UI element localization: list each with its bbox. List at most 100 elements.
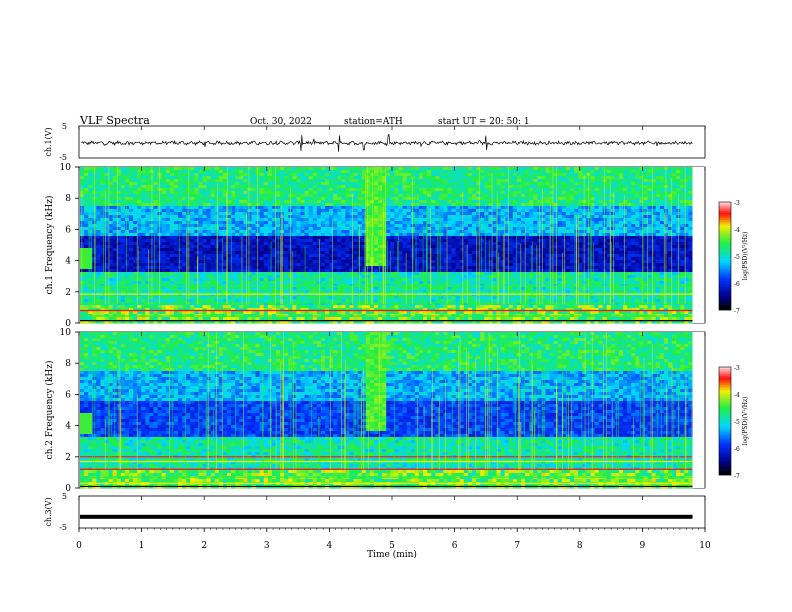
colorbar-swatch: [719, 457, 731, 460]
colorbar-swatch: [719, 288, 731, 291]
colorbar-swatch: [719, 449, 731, 452]
colorbar-swatch: [719, 415, 731, 418]
freq-tick-label: 0: [65, 319, 71, 329]
freq-tick-label: 6: [65, 390, 71, 400]
ch1-ytick-top: 5: [62, 122, 67, 131]
colorbar-swatch: [719, 451, 731, 454]
colorbar-swatch: [719, 424, 731, 427]
ch3-trace: [80, 514, 693, 519]
time-tick-label: 8: [577, 541, 583, 551]
colorbar-swatch: [719, 460, 731, 463]
ch1-spectrogram-panel: 0 2 4 6 8 10 ch.1 Frequency (kHz): [44, 163, 706, 329]
colorbar-swatch: [719, 422, 731, 425]
colorbar-frame: [718, 366, 732, 476]
colorbar-swatch: [719, 266, 731, 269]
colorbar-tick-label: -5: [734, 419, 740, 426]
colorbar-swatch: [719, 394, 731, 397]
colorbar-frame: [718, 201, 732, 311]
colorbar-swatch: [719, 442, 731, 445]
colorbar-swatch: [719, 385, 731, 388]
freq-tick-label: 6: [65, 225, 71, 235]
colorbar-swatch: [719, 435, 731, 438]
colorbar-swatch: [719, 281, 731, 284]
colorbar-swatch: [719, 401, 731, 404]
colorbar-swatch: [719, 259, 731, 262]
colorbar-swatch: [719, 458, 731, 461]
colorbar-tick-label: -3: [734, 365, 740, 372]
colorbar-swatch: [719, 426, 731, 429]
colorbar-swatch: [719, 448, 731, 451]
colorbar-swatch: [719, 239, 731, 242]
colorbar-swatch: [719, 257, 731, 260]
colorbar-tick-label: -3: [734, 200, 740, 207]
colorbar-swatch: [719, 462, 731, 465]
colorbar-swatch: [719, 218, 731, 221]
freq-tick-label: 4: [65, 257, 71, 267]
colorbar-label: log(PSD)(V²/Hz): [742, 397, 749, 446]
colorbar-swatch: [719, 388, 731, 391]
ch1-trace: [80, 133, 693, 152]
colorbar-swatch: [719, 297, 731, 300]
colorbar-swatch: [719, 440, 731, 443]
colorbar-tick-label: -6: [734, 281, 740, 288]
colorbar-swatch: [719, 413, 731, 416]
colorbar-swatch: [719, 471, 731, 474]
colorbar-swatch: [719, 292, 731, 295]
ch1-colorbar: -3 -4 -5 -6 -7 log(PSD)(V²/Hz): [718, 200, 749, 315]
colorbar-swatch: [719, 437, 731, 440]
colorbar-swatch: [719, 404, 731, 407]
ch1-ylabel: ch.1(V): [44, 127, 53, 156]
time-axis: 0 1 2 3 4 5 6 7 8 9 10: [76, 126, 711, 551]
freq-tick-label: 10: [60, 163, 72, 173]
colorbar-swatch: [719, 209, 731, 212]
colorbar-swatch: [719, 272, 731, 275]
time-tick-label: 0: [76, 541, 82, 551]
colorbar-swatch: [719, 243, 731, 246]
colorbar-swatch: [719, 439, 731, 442]
colorbar-swatch: [719, 408, 731, 411]
ch2-freq-ticks: 0 2 4 6 8 10: [60, 328, 79, 494]
colorbar-swatch: [719, 390, 731, 393]
ch1-freq-ylabel: ch.1 Frequency (kHz): [44, 196, 55, 295]
colorbar-swatch: [719, 430, 731, 433]
colorbar-swatch: [719, 446, 731, 449]
ch3-waveform-frame: [78, 495, 706, 529]
colorbar-swatch: [719, 248, 731, 251]
colorbar-swatch: [719, 381, 731, 384]
colorbar-swatch: [719, 232, 731, 235]
colorbar-swatch: [719, 250, 731, 253]
colorbar-swatch: [719, 211, 731, 214]
colorbar-swatch: [719, 302, 731, 305]
ch1-ytick-bottom: -5: [59, 153, 67, 162]
colorbar-swatch: [719, 221, 731, 224]
colorbar-swatch: [719, 247, 731, 250]
colorbar-swatch: [719, 245, 731, 248]
freq-tick-label: 2: [65, 288, 71, 298]
colorbar-swatch: [719, 419, 731, 422]
freq-tick-label: 2: [65, 453, 71, 463]
freq-tick-label: 0: [65, 484, 71, 494]
colorbar-swatch: [719, 263, 731, 266]
colorbar-swatch: [719, 207, 731, 210]
colorbar-swatch: [719, 417, 731, 420]
colorbar-swatch: [719, 225, 731, 228]
ch1-freq-ticks: 0 2 4 6 8 10: [60, 163, 79, 329]
colorbar-swatch: [719, 290, 731, 293]
freq-tick-label: 8: [65, 359, 71, 369]
colorbar-swatch: [719, 395, 731, 398]
ch2-colorbar: -3 -4 -5 -6 -7 log(PSD)(V²/Hz): [718, 365, 749, 480]
colorbar-swatch: [719, 377, 731, 380]
time-tick-label: 9: [640, 541, 646, 551]
ch1-spectrogram-image: [80, 167, 705, 324]
ch1-waveform-panel: 5 -5 ch.1(V): [44, 122, 706, 162]
colorbar-swatch: [719, 374, 731, 377]
colorbar-swatch: [719, 372, 731, 375]
colorbar-swatch: [719, 304, 731, 307]
ch2-freq-ylabel: ch.2 Frequency (kHz): [44, 361, 55, 460]
colorbar-swatch: [719, 254, 731, 257]
colorbar-swatch: [719, 406, 731, 409]
colorbar-swatch: [719, 256, 731, 259]
ch3-waveform-panel: 5 -5 ch.3(V): [44, 492, 706, 532]
colorbar-swatch: [719, 205, 731, 208]
